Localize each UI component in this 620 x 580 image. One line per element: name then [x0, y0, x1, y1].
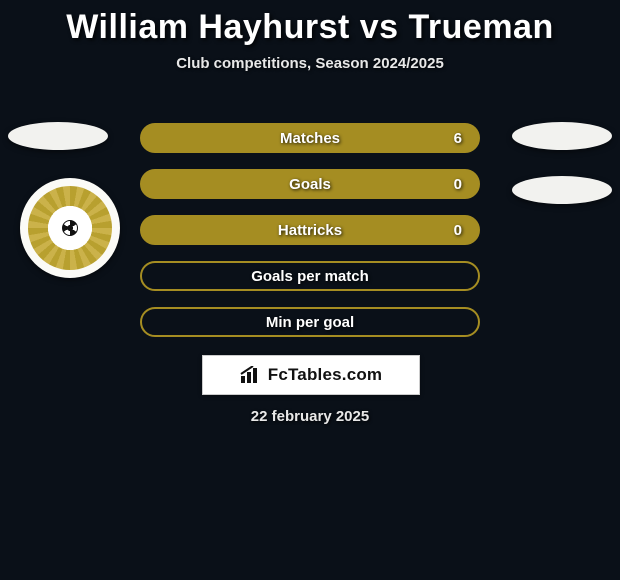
- stat-value-right: 0: [454, 176, 462, 193]
- stat-label: Matches: [280, 130, 340, 147]
- stat-label: Goals: [289, 176, 331, 193]
- footer-date: 22 february 2025: [0, 408, 620, 425]
- bars-icon: [240, 366, 262, 384]
- stat-value-right: 6: [454, 130, 462, 147]
- stat-row-goals: Goals 0: [140, 169, 480, 199]
- player-left-slot: [8, 122, 108, 150]
- football-icon: [62, 220, 78, 236]
- stat-row-gpm: Goals per match: [140, 261, 480, 291]
- stat-label: Goals per match: [251, 268, 369, 285]
- stat-row-hattricks: Hattricks 0: [140, 215, 480, 245]
- stat-label: Min per goal: [266, 314, 354, 331]
- stat-row-mpg: Min per goal: [140, 307, 480, 337]
- stat-label: Hattricks: [278, 222, 342, 239]
- stat-value-right: 0: [454, 222, 462, 239]
- brand-box[interactable]: FcTables.com: [202, 355, 420, 395]
- brand-text: FcTables.com: [268, 365, 383, 385]
- player-right-slot-2: [512, 176, 612, 204]
- subtitle: Club competitions, Season 2024/2025: [0, 55, 620, 72]
- stat-row-matches: Matches 6: [140, 123, 480, 153]
- stat-bars: Matches 6 Goals 0 Hattricks 0 Goals per …: [140, 123, 480, 353]
- page-title: William Hayhurst vs Trueman: [0, 0, 620, 47]
- player-right-slot-1: [512, 122, 612, 150]
- club-crest: [20, 178, 120, 278]
